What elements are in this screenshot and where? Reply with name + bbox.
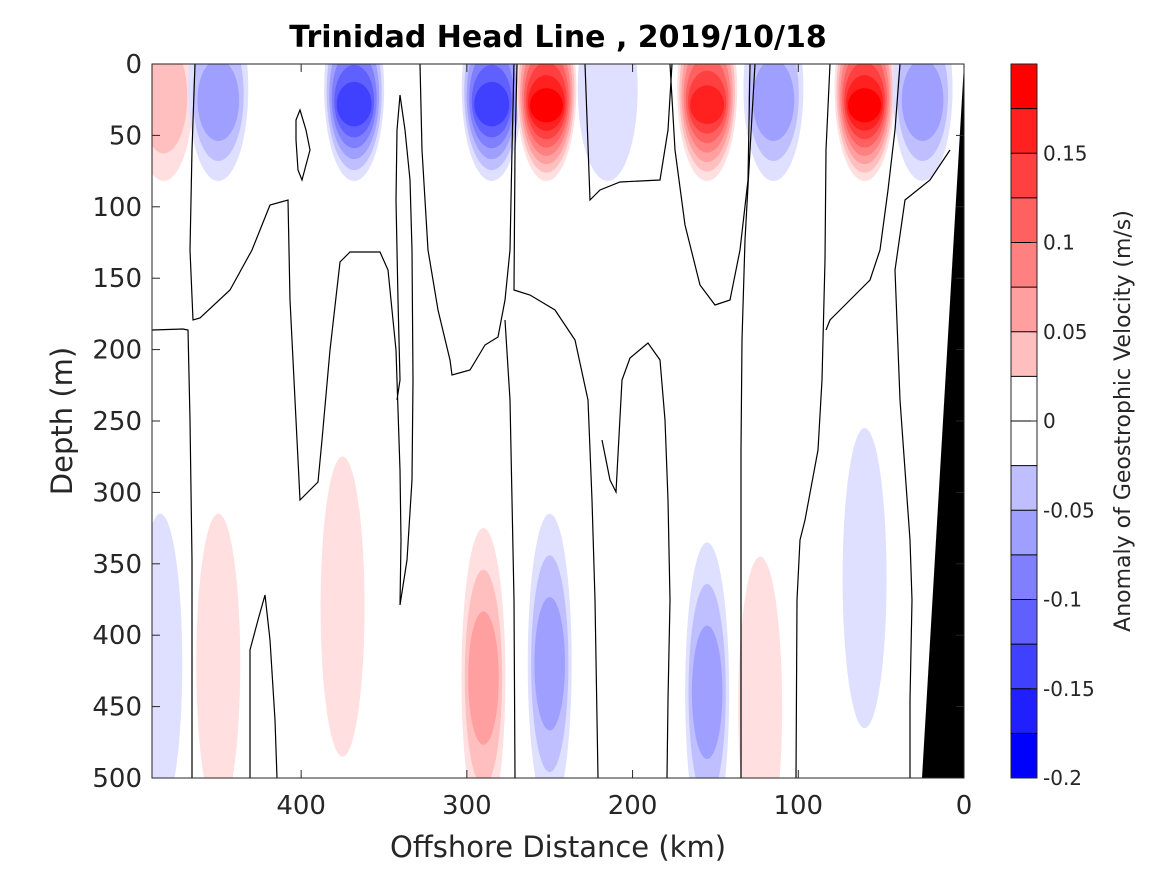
chart-title: Trinidad Head Line , 2019/10/18 [289,20,826,55]
colorbar-tick-label: 0.15 [1043,141,1088,165]
x-tick-label: 200 [608,791,658,821]
colorbar-segment [1011,64,1037,109]
y-tick-label: 250 [92,407,142,437]
contour-line [584,64,673,202]
colorbar: 0.15 0.1 0.05 0 -0.05 -0.1 -0.15 -0.2 [1010,63,1095,790]
y-tick-label: 300 [92,478,142,508]
colorbar-segment [1011,465,1037,511]
eddy-mark [752,64,795,141]
y-axis: 0 50 100 150 200 250 300 350 400 450 500 [92,50,964,794]
contour-line [825,64,901,331]
contour-line [189,64,414,606]
deep-anomaly-mark [738,556,783,778]
colorbar-segment [1011,421,1037,466]
colorbar-tick-label: -0.05 [1043,498,1095,522]
y-tick-label: 350 [92,550,142,580]
velocity-field [152,64,953,778]
colorbar-segment [1011,376,1037,421]
colorbar-segment [1011,153,1037,198]
y-tick-label: 0 [125,50,142,80]
contour-line [601,342,671,778]
contour-line [795,64,831,778]
contour-line [152,328,193,778]
eddy-mark [336,81,372,127]
y-tick-label: 50 [109,121,142,151]
colorbar-segment [1011,331,1037,377]
deep-anomaly-mark [196,513,241,778]
contour-line [249,594,278,778]
colorbar-segment [1011,287,1037,332]
y-tick-label: 400 [92,621,142,651]
colorbar-segment [1011,554,1037,600]
y-tick-label: 100 [92,193,142,223]
deep-anomaly-mark [320,456,365,757]
contour-line [894,149,951,778]
y-tick-label: 150 [92,264,142,294]
colorbar-segment [1011,108,1037,154]
contour-line [740,64,756,778]
contour-line [513,64,599,778]
eddy-mark [901,64,944,141]
colorbar-tick-label: 0.1 [1043,231,1075,255]
x-tick-label: 0 [956,791,973,821]
eddy-mark [152,64,188,154]
colorbar-segment [1011,197,1037,243]
colorbar-segment [1011,644,1037,689]
contour-line [295,108,311,182]
contour-line [669,64,751,306]
contour-line [504,319,516,778]
colorbar-label: Anomaly of Geostrophic Velocity (m/s) [1111,210,1136,632]
y-tick-label: 450 [92,693,142,723]
eddy-mark [529,88,563,123]
deep-anomaly-mark [152,513,183,778]
eddy-mark [577,64,638,181]
eddy-mark [848,88,882,123]
y-tick-label: 500 [92,764,142,794]
eddy-mark [474,81,510,127]
x-axis: 400 300 200 100 0 [276,64,972,821]
colorbar-tick-label: 0.05 [1043,320,1088,344]
colorbar-tick-label: -0.15 [1043,677,1095,701]
colorbar-tick-label: 0 [1043,409,1056,433]
deep-anomaly-mark [468,611,499,745]
x-axis-label: Offshore Distance (km) [390,830,726,864]
y-axis-label: Depth (m) [45,347,79,495]
contour-line [419,64,515,376]
eddy-mark [690,85,725,125]
x-tick-label: 100 [773,791,823,821]
deep-anomaly-mark [842,428,887,729]
colorbar-segment [1011,733,1037,778]
colorbar-segment [1011,688,1037,734]
contour-lines [152,64,951,778]
x-tick-label: 400 [276,791,326,821]
colorbar-tick-label: -0.2 [1043,766,1082,790]
eddy-mark [197,64,240,141]
colorbar-tick-label: -0.1 [1043,588,1082,612]
y-tick-label: 200 [92,336,142,366]
colorbar-segment [1011,510,1037,555]
colorbar-segment [1011,242,1037,288]
deep-anomaly-mark [691,625,723,759]
deep-anomaly-mark [534,597,565,731]
x-tick-label: 300 [442,791,492,821]
colorbar-segment [1011,599,1037,645]
seafloor-bathymetry [922,64,964,778]
